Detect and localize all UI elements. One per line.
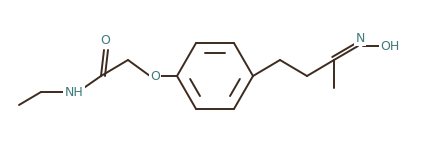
Text: NH: NH: [65, 86, 83, 98]
Text: O: O: [100, 35, 110, 48]
Text: OH: OH: [380, 39, 400, 52]
Text: O: O: [150, 69, 160, 83]
Text: N: N: [356, 31, 365, 45]
